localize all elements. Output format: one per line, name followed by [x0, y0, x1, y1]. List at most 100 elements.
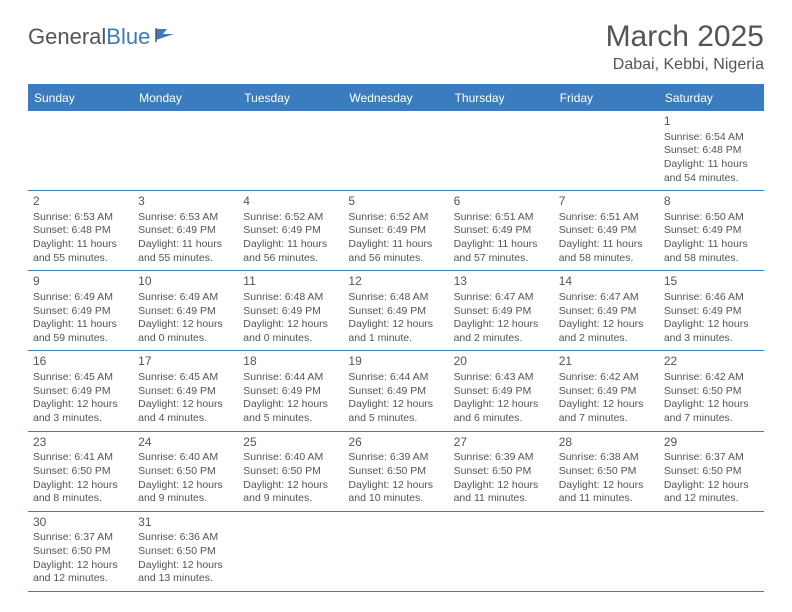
sunset-line: Sunset: 6:50 PM [559, 465, 654, 479]
sunrise-line: Sunrise: 6:49 AM [138, 291, 233, 305]
daylight-line: Daylight: 12 hours and 5 minutes. [243, 398, 338, 425]
sunset-line: Sunset: 6:49 PM [138, 305, 233, 319]
day-number: 2 [33, 194, 128, 210]
sunset-line: Sunset: 6:49 PM [243, 224, 338, 238]
daylight-line: Daylight: 12 hours and 11 minutes. [559, 479, 654, 506]
calendar-day-cell: 30Sunrise: 6:37 AMSunset: 6:50 PMDayligh… [28, 511, 133, 591]
sunset-line: Sunset: 6:50 PM [664, 465, 759, 479]
sunrise-line: Sunrise: 6:51 AM [559, 211, 654, 225]
calendar-empty-cell [238, 111, 343, 191]
calendar-day-cell: 31Sunrise: 6:36 AMSunset: 6:50 PMDayligh… [133, 511, 238, 591]
calendar-day-cell: 17Sunrise: 6:45 AMSunset: 6:49 PMDayligh… [133, 351, 238, 431]
daylight-line: Daylight: 12 hours and 2 minutes. [559, 318, 654, 345]
calendar-week-row: 23Sunrise: 6:41 AMSunset: 6:50 PMDayligh… [28, 431, 764, 511]
calendar-day-cell: 11Sunrise: 6:48 AMSunset: 6:49 PMDayligh… [238, 271, 343, 351]
day-number: 16 [33, 354, 128, 370]
daylight-line: Daylight: 12 hours and 5 minutes. [348, 398, 443, 425]
sunset-line: Sunset: 6:49 PM [348, 224, 443, 238]
calendar-day-cell: 1Sunrise: 6:54 AMSunset: 6:48 PMDaylight… [659, 111, 764, 191]
calendar-week-row: 9Sunrise: 6:49 AMSunset: 6:49 PMDaylight… [28, 271, 764, 351]
calendar-empty-cell [449, 511, 554, 591]
calendar-empty-cell [449, 111, 554, 191]
calendar-day-cell: 15Sunrise: 6:46 AMSunset: 6:49 PMDayligh… [659, 271, 764, 351]
calendar-head: SundayMondayTuesdayWednesdayThursdayFrid… [28, 85, 764, 111]
calendar-empty-cell [28, 111, 133, 191]
daylight-line: Daylight: 12 hours and 9 minutes. [138, 479, 233, 506]
sunrise-line: Sunrise: 6:47 AM [559, 291, 654, 305]
sunset-line: Sunset: 6:50 PM [33, 545, 128, 559]
sunrise-line: Sunrise: 6:48 AM [243, 291, 338, 305]
day-number: 30 [33, 515, 128, 531]
day-number: 13 [454, 274, 549, 290]
day-number: 25 [243, 435, 338, 451]
sunrise-line: Sunrise: 6:47 AM [454, 291, 549, 305]
calendar-day-cell: 6Sunrise: 6:51 AMSunset: 6:49 PMDaylight… [449, 191, 554, 271]
sunset-line: Sunset: 6:49 PM [454, 305, 549, 319]
day-number: 31 [138, 515, 233, 531]
calendar-week-row: 2Sunrise: 6:53 AMSunset: 6:48 PMDaylight… [28, 191, 764, 271]
day-number: 22 [664, 354, 759, 370]
day-number: 28 [559, 435, 654, 451]
sunset-line: Sunset: 6:49 PM [559, 305, 654, 319]
calendar-empty-cell [659, 511, 764, 591]
calendar-day-cell: 9Sunrise: 6:49 AMSunset: 6:49 PMDaylight… [28, 271, 133, 351]
calendar-day-cell: 14Sunrise: 6:47 AMSunset: 6:49 PMDayligh… [554, 271, 659, 351]
weekday-header: Sunday [28, 85, 133, 111]
daylight-line: Daylight: 12 hours and 10 minutes. [348, 479, 443, 506]
sunrise-line: Sunrise: 6:54 AM [664, 131, 759, 145]
daylight-line: Daylight: 12 hours and 3 minutes. [33, 398, 128, 425]
logo-text-1: General [28, 24, 106, 50]
daylight-line: Daylight: 12 hours and 7 minutes. [664, 398, 759, 425]
sunrise-line: Sunrise: 6:40 AM [243, 451, 338, 465]
sunset-line: Sunset: 6:49 PM [348, 385, 443, 399]
day-number: 12 [348, 274, 443, 290]
daylight-line: Daylight: 11 hours and 57 minutes. [454, 238, 549, 265]
sunrise-line: Sunrise: 6:45 AM [138, 371, 233, 385]
calendar-week-row: 1Sunrise: 6:54 AMSunset: 6:48 PMDaylight… [28, 111, 764, 191]
daylight-line: Daylight: 12 hours and 12 minutes. [664, 479, 759, 506]
sunrise-line: Sunrise: 6:51 AM [454, 211, 549, 225]
day-number: 26 [348, 435, 443, 451]
daylight-line: Daylight: 11 hours and 54 minutes. [664, 158, 759, 185]
calendar-week-row: 30Sunrise: 6:37 AMSunset: 6:50 PMDayligh… [28, 511, 764, 591]
daylight-line: Daylight: 12 hours and 12 minutes. [33, 559, 128, 586]
daylight-line: Daylight: 11 hours and 56 minutes. [348, 238, 443, 265]
sunset-line: Sunset: 6:50 PM [243, 465, 338, 479]
sunrise-line: Sunrise: 6:48 AM [348, 291, 443, 305]
day-number: 20 [454, 354, 549, 370]
sunrise-line: Sunrise: 6:44 AM [348, 371, 443, 385]
calendar-day-cell: 28Sunrise: 6:38 AMSunset: 6:50 PMDayligh… [554, 431, 659, 511]
sunrise-line: Sunrise: 6:49 AM [33, 291, 128, 305]
sunset-line: Sunset: 6:49 PM [33, 305, 128, 319]
calendar-day-cell: 24Sunrise: 6:40 AMSunset: 6:50 PMDayligh… [133, 431, 238, 511]
weekday-header: Saturday [659, 85, 764, 111]
calendar-day-cell: 18Sunrise: 6:44 AMSunset: 6:49 PMDayligh… [238, 351, 343, 431]
day-number: 21 [559, 354, 654, 370]
daylight-line: Daylight: 12 hours and 8 minutes. [33, 479, 128, 506]
sunset-line: Sunset: 6:50 PM [454, 465, 549, 479]
sunset-line: Sunset: 6:49 PM [559, 385, 654, 399]
daylight-line: Daylight: 12 hours and 1 minute. [348, 318, 443, 345]
weekday-row: SundayMondayTuesdayWednesdayThursdayFrid… [28, 85, 764, 111]
calendar-day-cell: 21Sunrise: 6:42 AMSunset: 6:49 PMDayligh… [554, 351, 659, 431]
sunrise-line: Sunrise: 6:42 AM [559, 371, 654, 385]
daylight-line: Daylight: 11 hours and 58 minutes. [664, 238, 759, 265]
daylight-line: Daylight: 12 hours and 0 minutes. [243, 318, 338, 345]
sunset-line: Sunset: 6:50 PM [664, 385, 759, 399]
title-block: March 2025 Dabai, Kebbi, Nigeria [606, 20, 764, 74]
daylight-line: Daylight: 12 hours and 0 minutes. [138, 318, 233, 345]
sunrise-line: Sunrise: 6:44 AM [243, 371, 338, 385]
daylight-line: Daylight: 12 hours and 6 minutes. [454, 398, 549, 425]
weekday-header: Tuesday [238, 85, 343, 111]
sunrise-line: Sunrise: 6:42 AM [664, 371, 759, 385]
sunset-line: Sunset: 6:49 PM [138, 385, 233, 399]
day-number: 24 [138, 435, 233, 451]
daylight-line: Daylight: 12 hours and 13 minutes. [138, 559, 233, 586]
day-number: 4 [243, 194, 338, 210]
calendar-empty-cell [238, 511, 343, 591]
sunset-line: Sunset: 6:49 PM [243, 305, 338, 319]
calendar-body: 1Sunrise: 6:54 AMSunset: 6:48 PMDaylight… [28, 111, 764, 592]
sunrise-line: Sunrise: 6:39 AM [454, 451, 549, 465]
sunrise-line: Sunrise: 6:40 AM [138, 451, 233, 465]
calendar-day-cell: 12Sunrise: 6:48 AMSunset: 6:49 PMDayligh… [343, 271, 448, 351]
